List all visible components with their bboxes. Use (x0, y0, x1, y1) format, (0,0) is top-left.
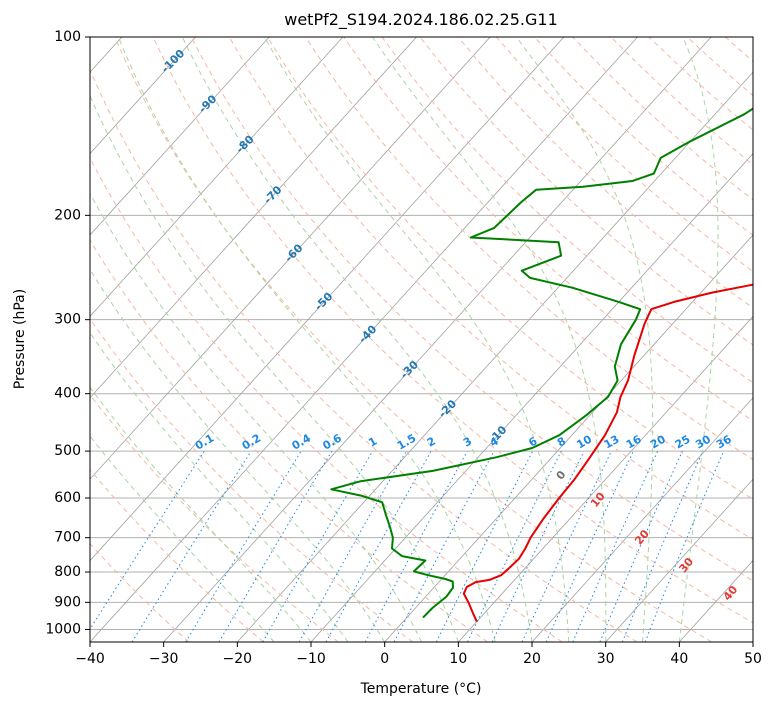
isotherm-line (384, 234, 753, 642)
dry-adiabat (90, 239, 488, 642)
moist-adiabat (678, 37, 719, 642)
moist-adiabat (90, 192, 422, 642)
mixing-ratio-line (364, 450, 468, 642)
isotherm-line (163, 37, 712, 642)
x-tick-label: 0 (380, 651, 389, 667)
mixing-ratio-line (131, 450, 252, 642)
mixing-ratio-line (545, 450, 634, 642)
isotherm-line (605, 478, 753, 642)
x-tick-label: −10 (296, 651, 326, 667)
y-tick-label: 700 (54, 530, 81, 546)
dry-adiabat (457, 37, 753, 309)
y-tick-label: 800 (54, 564, 81, 580)
plot-frame (89, 36, 754, 643)
y-tick-label: 900 (54, 594, 81, 610)
y-tick-label: 100 (54, 29, 81, 45)
isotherm-line (90, 37, 344, 317)
y-tick-label: 200 (54, 207, 81, 223)
mixing-ratio-line (218, 450, 333, 642)
dry-adiabat (114, 37, 712, 642)
moist-adiabat (90, 386, 312, 642)
moist-adiabat (515, 37, 654, 642)
isotherm-line (90, 37, 565, 562)
dry-adiabat (267, 37, 753, 500)
dry-adiabat (90, 156, 563, 642)
x-tick-label: −30 (149, 651, 179, 667)
y-tick-label: 300 (54, 312, 81, 328)
temperature-line (462, 283, 753, 623)
isotherm-line (90, 37, 417, 399)
x-tick-label: 10 (449, 651, 467, 667)
isotherm-line (458, 315, 753, 642)
y-tick-label: 600 (54, 490, 81, 506)
mixing-ratio-line (185, 450, 302, 642)
dry-adiabat (190, 37, 753, 582)
dry-adiabat (305, 37, 753, 461)
y-tick-label: 500 (54, 443, 81, 459)
isotherm-line (531, 397, 753, 642)
moist-adiabat (90, 435, 275, 642)
x-tick-label: 20 (523, 651, 541, 667)
moist-adiabat (117, 37, 496, 642)
y-axis: 100 200 300 400 500 600 700 800 900 1000 (45, 29, 90, 637)
isotherm-line (90, 37, 491, 480)
dry-adiabat (228, 37, 753, 541)
chart-title: wetPf2_S194.2024.186.02.25.G11 (284, 10, 558, 30)
mixing-ratio-line (521, 450, 612, 642)
dry-adiabat (90, 468, 264, 642)
moist-adiabat (90, 268, 386, 642)
x-tick-label: 50 (744, 651, 762, 667)
mixing-ratio-line (467, 450, 562, 642)
x-tick-label: 40 (670, 651, 688, 667)
dry-adiabat (152, 37, 753, 624)
dewpoint-line (330, 107, 753, 619)
mixing-ratio-line (90, 450, 205, 631)
dry-adiabat (90, 393, 339, 642)
y-tick-label: 1000 (45, 621, 81, 637)
y-tick-label: 400 (54, 386, 81, 402)
x-axis: −40 −30 −20 −10 0 10 20 30 40 50 (75, 642, 762, 667)
x-tick-label: 30 (597, 651, 615, 667)
x-tick-label: −20 (223, 651, 253, 667)
isotherm-line (90, 37, 270, 236)
x-tick-label: −40 (75, 651, 105, 667)
dry-adiabat (419, 37, 753, 346)
plot-area: -100-90-80-70-60-50-40-30-20-100.1 0.2 0.4… (90, 37, 753, 642)
x-axis-label: Temperature (°C) (360, 681, 482, 697)
isotherm-line (90, 37, 196, 155)
y-axis-label: Pressure (hPa) (12, 289, 28, 389)
dry-adiabat (343, 37, 753, 422)
isotherm-line (237, 71, 753, 642)
mixing-ratio-line (262, 450, 374, 642)
moist-adiabat (264, 37, 570, 642)
